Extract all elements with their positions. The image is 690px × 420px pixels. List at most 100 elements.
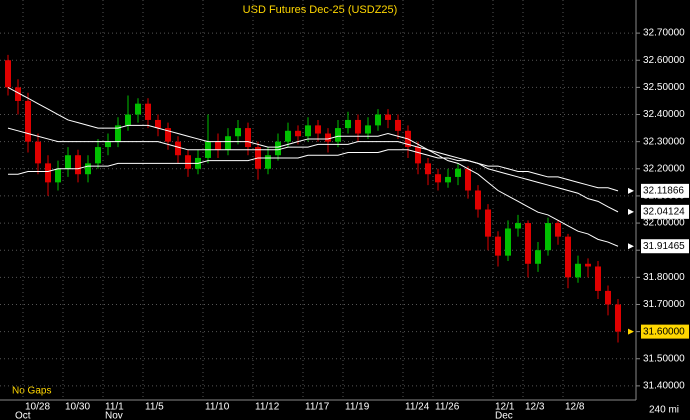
- candle-body: [45, 163, 51, 183]
- candle-body: [185, 155, 191, 169]
- candle-body: [495, 236, 501, 256]
- month-label: Oct: [15, 411, 31, 420]
- last-price-box: [641, 324, 689, 339]
- candle-body: [25, 100, 31, 142]
- moving-average: [7, 86, 619, 247]
- candle-body: [445, 176, 451, 183]
- value-label: 32.04124: [643, 207, 685, 218]
- x-tick-label: 11/5: [145, 402, 164, 413]
- candle-body: [505, 228, 511, 256]
- value-box: [641, 239, 689, 254]
- candle-body: [395, 119, 401, 131]
- x-tick-label: 11/10: [205, 402, 230, 413]
- note: No Gaps: [12, 386, 51, 397]
- candle-body: [315, 125, 321, 134]
- value-box: [641, 204, 689, 219]
- y-tick-label: 32.00000: [643, 218, 685, 229]
- x-tick-label: 10/30: [65, 402, 90, 413]
- month-label: Nov: [105, 411, 123, 420]
- marker-arrow: [628, 187, 634, 194]
- y-tick-label: 32.40000: [643, 109, 685, 120]
- candle-body: [245, 128, 251, 148]
- candle-body: [5, 60, 11, 88]
- candle-body: [55, 168, 61, 183]
- candle-body: [325, 133, 331, 142]
- candle-body: [65, 155, 71, 169]
- y-tick-label: 32.30000: [643, 136, 685, 147]
- candle-body: [115, 125, 121, 142]
- candle-body: [545, 223, 551, 251]
- marker-arrow: [628, 208, 634, 215]
- candle-body: [525, 223, 531, 264]
- candle-body: [455, 168, 461, 177]
- candle-body: [435, 174, 441, 183]
- candle-body: [95, 147, 101, 164]
- candle-body: [265, 155, 271, 169]
- candle-body: [285, 130, 291, 142]
- chart-title: USD Futures Dec-25 (USDZ25): [243, 4, 398, 16]
- candle-body: [355, 119, 361, 134]
- candle-body: [295, 130, 301, 137]
- y-tick-label: 32.20000: [643, 163, 685, 174]
- candle-body: [335, 128, 341, 142]
- moving-average: [7, 127, 619, 213]
- x-tick-label: 11/26: [435, 402, 460, 413]
- candle-body: [85, 163, 91, 175]
- candle-body: [605, 290, 611, 305]
- candle-body: [595, 266, 601, 291]
- candle-body: [125, 114, 131, 126]
- x-tick-label: 12/8: [565, 402, 585, 413]
- candle-body: [465, 168, 471, 191]
- y-tick-label: 31.80000: [643, 272, 685, 283]
- candle-body: [565, 236, 571, 278]
- candle-body: [15, 87, 21, 101]
- x-tick-label: 11/19: [345, 402, 370, 413]
- y-tick-label: 32.70000: [643, 28, 685, 39]
- candle-body: [615, 304, 621, 332]
- candle-body: [165, 128, 171, 142]
- month-label: Dec: [495, 411, 513, 420]
- x-tick-label: 11/24: [405, 402, 430, 413]
- candle-body: [225, 136, 231, 150]
- x-tick-label: 12/1: [495, 402, 515, 413]
- candle-body: [345, 119, 351, 129]
- candle-body: [365, 125, 371, 134]
- candle-body: [375, 114, 381, 126]
- candle-body: [415, 147, 421, 164]
- y-tick-label: 32.50000: [643, 82, 685, 93]
- candle-body: [475, 190, 481, 210]
- candle-body: [275, 141, 281, 156]
- candle-body: [235, 128, 241, 137]
- x-tick-label: 12/3: [525, 402, 545, 413]
- y-tick-label: 31.40000: [643, 381, 685, 392]
- candle-body: [135, 103, 141, 115]
- y-tick-label: 31.70000: [643, 299, 685, 310]
- candle-body: [215, 141, 221, 150]
- interval-label: 240 mi: [649, 405, 679, 416]
- y-tick-label: 31.50000: [643, 353, 685, 364]
- candle-body: [155, 119, 161, 129]
- candle-body: [485, 209, 491, 237]
- candle-body: [145, 103, 151, 120]
- candle-body: [425, 163, 431, 175]
- moving-average: [8, 149, 619, 192]
- x-tick-label: 10/28: [25, 402, 50, 413]
- candle-body: [585, 263, 591, 267]
- candle-body: [75, 155, 81, 175]
- marker-arrow: [628, 328, 634, 335]
- x-tick-label: 11/17: [305, 402, 330, 413]
- candle-body: [535, 250, 541, 264]
- candle-body: [575, 263, 581, 278]
- candle-body: [175, 141, 181, 156]
- y-tick-label: 32.60000: [643, 55, 685, 66]
- x-tick-label: 11/1: [105, 402, 124, 413]
- candle-body: [385, 114, 391, 120]
- marker-arrow: [628, 243, 634, 250]
- value-label: 32.11866: [643, 186, 684, 197]
- value-box: [641, 183, 689, 198]
- candle-body: [105, 141, 111, 148]
- candle-body: [515, 223, 521, 229]
